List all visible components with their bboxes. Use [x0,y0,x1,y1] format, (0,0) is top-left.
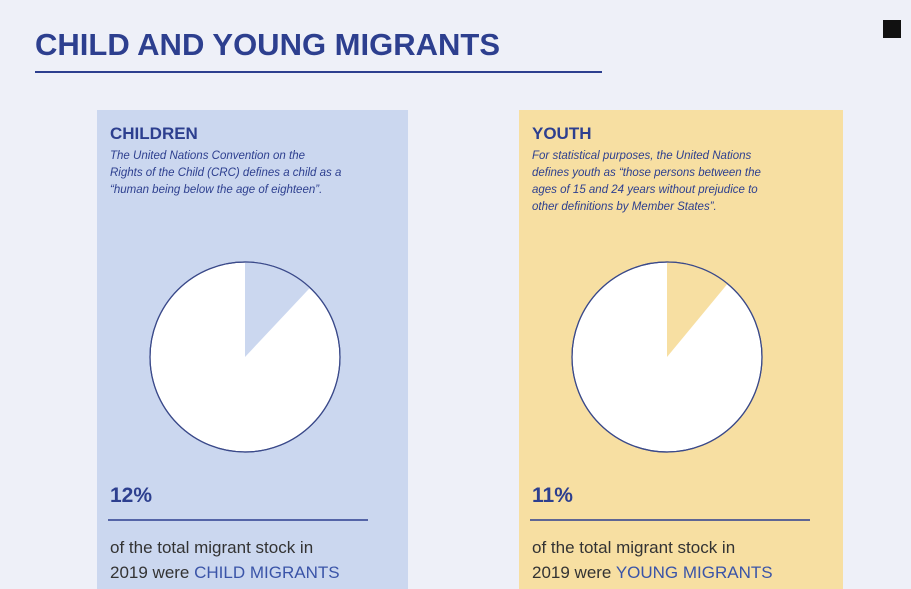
description-line: defines youth as “those persons between … [532,167,761,179]
caption-line: of the total migrant stock in [110,538,313,557]
caption-line: 2019 were CHILD MIGRANTS [110,563,340,582]
pie-slice [667,262,728,357]
description-line: For statistical purposes, the United Nat… [532,150,751,162]
pie-slice [245,262,311,357]
pie-outline [149,261,341,453]
caption-line: 2019 were YOUNG MIGRANTS [532,563,773,582]
pie-outline [571,261,763,453]
caption-text: 2019 were [532,563,611,582]
description-line: Rights of the Child (CRC) defines a chil… [110,167,341,179]
value-label: 11% [532,484,573,507]
caption-highlight: CHILD MIGRANTS [194,563,339,582]
caption-text: 2019 were [110,563,189,582]
description-line: other definitions by Member States”. [532,201,717,213]
panel-title: YOUTH [532,124,592,143]
caption-highlight: YOUNG MIGRANTS [616,563,773,582]
panel-title: CHILDREN [110,124,198,143]
corner-square [883,20,901,38]
value-label: 12% [110,484,152,507]
description-line: The United Nations Convention on the [110,150,305,162]
page-title: CHILD AND YOUNG MIGRANTS [35,27,500,62]
description-line: ages of 15 and 24 years without prejudic… [532,184,758,196]
description-line: “human being below the age of eighteen”. [110,184,322,196]
caption-line: of the total migrant stock in [532,538,735,557]
